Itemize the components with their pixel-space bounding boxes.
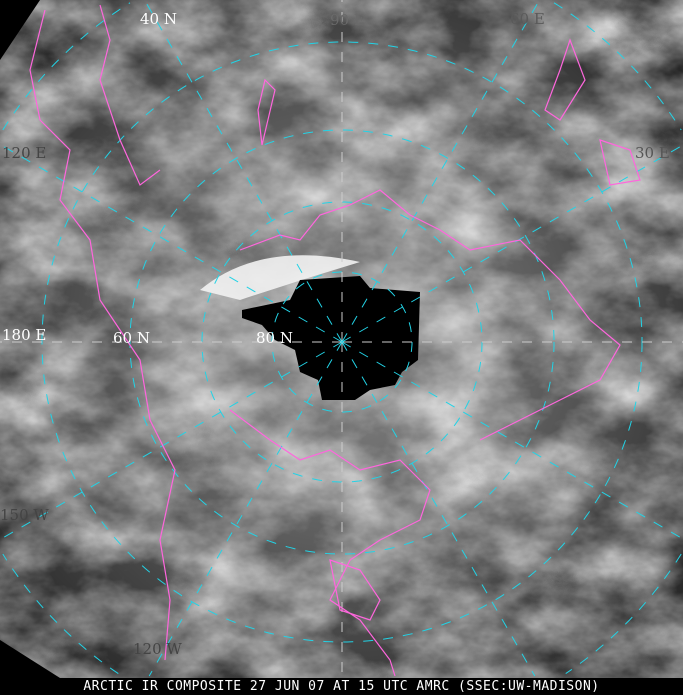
polar-no-data-region (242, 276, 420, 400)
latitude-circle (129, 129, 555, 555)
label-150w: 150 W (0, 506, 49, 524)
latitude-circle (2, 2, 682, 675)
meridian-line (341, 341, 683, 540)
latitude-circle (201, 201, 483, 483)
coastlines (29, 4, 641, 677)
image-caption: ARCTIC IR COMPOSITE 27 JUN 07 AT 15 UTC … (0, 678, 683, 695)
graticule (0, 0, 683, 677)
meridian-line (0, 341, 343, 540)
label-180: 180 E (2, 326, 46, 344)
label-60e: 60 E (510, 10, 545, 28)
label-120w: 120 W (133, 640, 182, 658)
label-40n: 40 N (140, 10, 177, 28)
label-30e: 30 E (635, 144, 670, 162)
meridian-line (341, 144, 683, 343)
map-labels: 40 N 90 E 60 E 30 E 120 E 180 E 60 N 80 … (0, 10, 670, 658)
meridian-line (148, 341, 343, 677)
label-90e: 90 E (330, 11, 365, 29)
label-120e: 120 E (2, 144, 46, 162)
meridian-line (341, 0, 540, 343)
meridian-line (341, 341, 536, 677)
label-80n: 80 N (256, 329, 293, 347)
meridian-line (144, 0, 343, 343)
meridian-line (0, 144, 343, 343)
label-60n: 60 N (113, 329, 150, 347)
